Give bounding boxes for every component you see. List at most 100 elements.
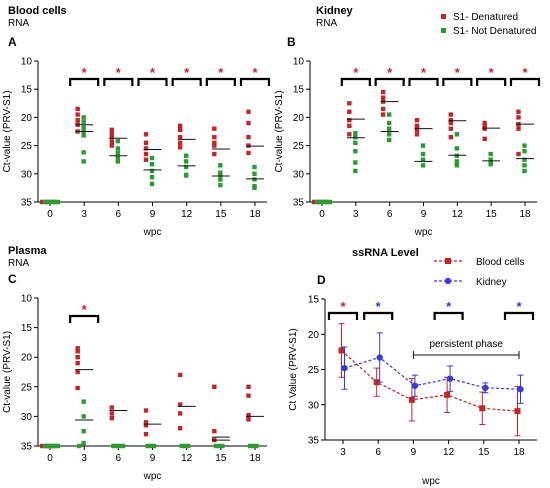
- data-point: [522, 163, 527, 168]
- data-point: [522, 168, 527, 174]
- data-point: [212, 140, 217, 145]
- data-point: [52, 443, 57, 449]
- data-point: [444, 391, 451, 398]
- data-point: [49, 443, 54, 449]
- data-point: [55, 443, 61, 449]
- data-point: [246, 134, 251, 140]
- panel-subtitle: RNA: [8, 18, 29, 29]
- significance-star: *: [376, 299, 382, 314]
- significance-star: *: [446, 299, 452, 314]
- significance-star: *: [421, 65, 427, 80]
- significance-bracket: [442, 77, 473, 86]
- data-point: [516, 115, 521, 120]
- data-point: [254, 443, 259, 449]
- data-point: [81, 115, 86, 120]
- x-tick-label: 6: [375, 447, 381, 458]
- data-point: [311, 199, 317, 205]
- x-tick-label: 15: [215, 209, 227, 220]
- data-point: [420, 163, 426, 168]
- panel-letter: B: [287, 35, 296, 49]
- x-tick-label: 15: [478, 447, 490, 458]
- panel-letter: D: [317, 273, 326, 287]
- y-tick-label: 30: [293, 169, 305, 180]
- data-point: [522, 143, 527, 148]
- y-tick-label: 20: [308, 330, 320, 341]
- data-point: [46, 199, 51, 205]
- data-point: [338, 347, 345, 354]
- data-point: [216, 443, 222, 449]
- y-tick-label: 15: [21, 85, 33, 96]
- data-point: [81, 150, 86, 155]
- x-tick-label: 9: [150, 453, 156, 464]
- significance-bracket: [327, 311, 359, 320]
- y-tick-label: 35: [21, 198, 33, 209]
- x-tick-label: 15: [486, 209, 498, 220]
- panel-subtitle: RNA: [8, 258, 29, 269]
- y-axis-label: Ct-value (PRV-S1): [274, 90, 285, 172]
- data-point: [55, 199, 61, 205]
- data-point: [177, 372, 183, 378]
- data-point: [414, 118, 420, 123]
- y-tick-label: 25: [308, 365, 320, 376]
- panel-title: Kidney: [316, 5, 354, 17]
- data-point: [115, 138, 121, 144]
- x-tick-label: 18: [249, 453, 261, 464]
- data-point: [75, 385, 80, 391]
- data-point: [109, 415, 115, 421]
- data-point: [488, 157, 493, 162]
- data-point: [246, 120, 251, 126]
- data-point: [252, 185, 257, 191]
- data-point: [380, 95, 386, 100]
- series-line: [341, 350, 518, 412]
- data-point: [212, 384, 217, 389]
- data-point: [488, 151, 493, 157]
- data-point: [149, 174, 155, 180]
- data-point: [81, 399, 86, 404]
- data-point: [183, 164, 189, 170]
- x-tick-label: 3: [81, 453, 87, 464]
- data-point: [448, 126, 454, 131]
- data-point: [143, 423, 149, 428]
- significance-bracket: [103, 77, 134, 86]
- data-point: [252, 164, 257, 170]
- significance-bracket: [171, 77, 202, 86]
- data-point: [218, 163, 223, 168]
- data-point: [347, 118, 352, 123]
- y-tick-label: 25: [293, 141, 305, 152]
- data-point: [420, 143, 426, 148]
- data-point: [115, 159, 121, 164]
- x-tick-label: 15: [215, 453, 227, 464]
- data-point: [49, 199, 54, 205]
- y-tick-label: 35: [293, 198, 305, 209]
- data-point: [143, 146, 149, 151]
- data-point: [111, 443, 116, 449]
- data-point: [177, 145, 183, 150]
- x-tick-label: 0: [47, 209, 53, 220]
- significance-bracket: [69, 77, 100, 86]
- data-point: [482, 384, 489, 392]
- data-point: [149, 181, 155, 187]
- significance-star: *: [387, 65, 393, 80]
- data-point: [151, 443, 157, 449]
- data-point: [246, 393, 251, 398]
- y-tick-label: 25: [21, 141, 33, 152]
- data-point: [81, 125, 86, 130]
- y-tick-label: 20: [21, 353, 33, 364]
- significance-bracket: [137, 77, 168, 86]
- data-point: [46, 443, 51, 449]
- significance-bracket: [363, 311, 394, 320]
- data-point: [109, 127, 115, 133]
- data-point: [183, 159, 189, 164]
- data-point: [75, 346, 80, 351]
- series-line: [344, 356, 521, 390]
- x-axis-label: wpc: [414, 227, 433, 238]
- panel-letter: A: [8, 35, 17, 49]
- data-point: [220, 443, 225, 449]
- data-point: [324, 199, 329, 205]
- data-point: [347, 109, 352, 114]
- significance-bracket: [374, 77, 405, 86]
